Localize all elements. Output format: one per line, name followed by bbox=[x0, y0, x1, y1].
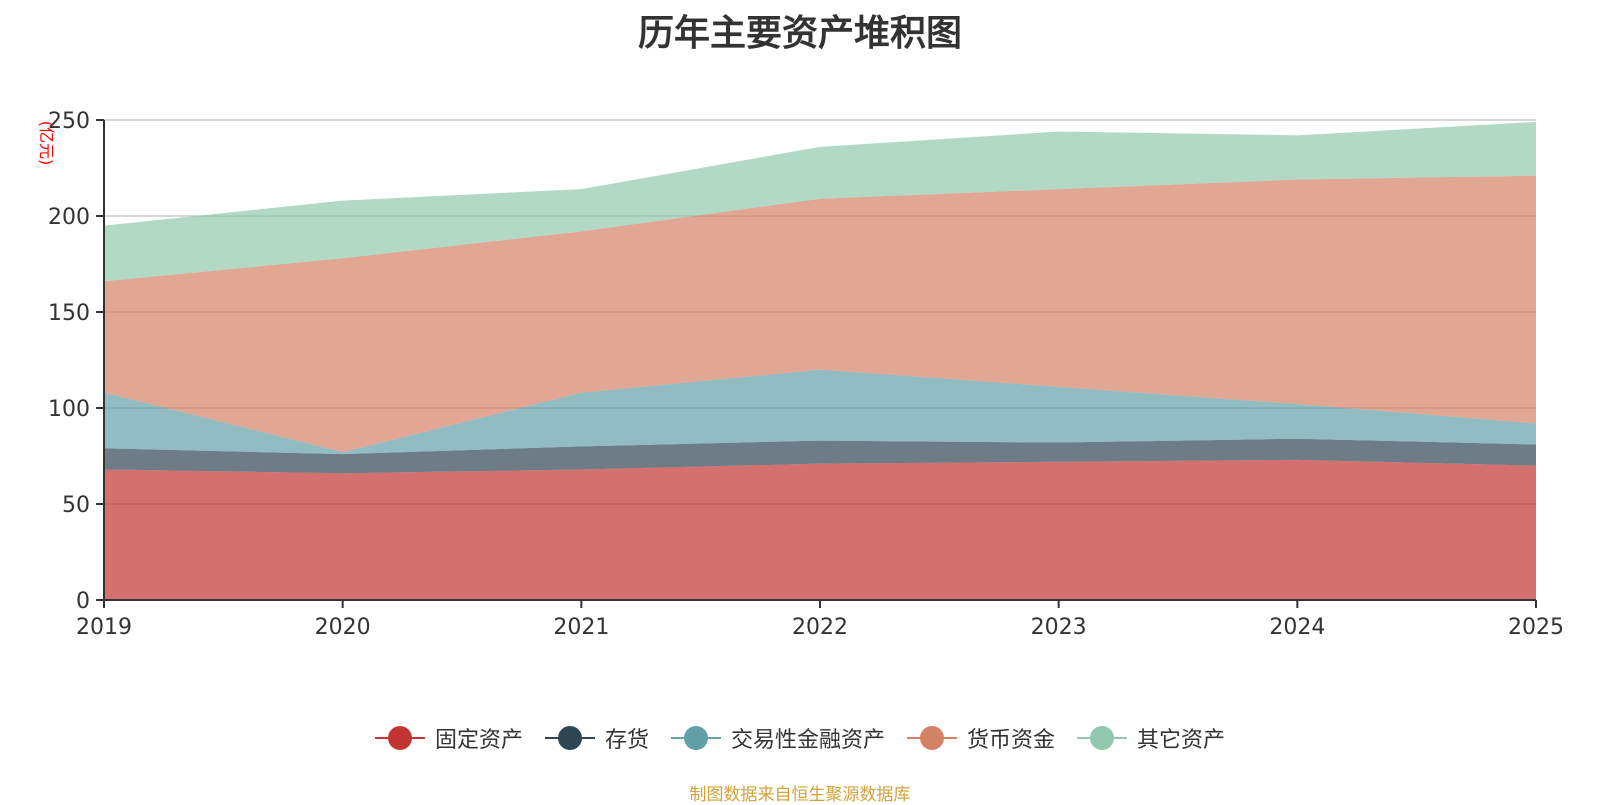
x-tick-label-2025: 2025 bbox=[1508, 615, 1564, 640]
area-3 bbox=[104, 369, 1536, 455]
legend-item-4[interactable]: 货币资金 bbox=[907, 722, 1055, 754]
area-series bbox=[104, 121, 1536, 600]
area-2 bbox=[104, 438, 1536, 474]
unit-label: (亿元) bbox=[37, 121, 56, 166]
source-note: 制图数据来自恒生聚源数据库 bbox=[689, 785, 911, 805]
y-tick-label-100: 100 bbox=[48, 397, 90, 422]
legend-marker-icon bbox=[544, 725, 595, 751]
legend-label: 其它资产 bbox=[1137, 728, 1226, 753]
legend: 固定资产 存货 交易性金融资产 货币资金 其它资产 bbox=[0, 720, 1600, 756]
legend-dot bbox=[683, 726, 708, 750]
x-tick-label-2020: 2020 bbox=[315, 615, 371, 640]
x-tick-label-2021: 2021 bbox=[553, 615, 609, 640]
legend-label: 交易性金融资产 bbox=[730, 728, 885, 753]
legend-item-3[interactable]: 交易性金融资产 bbox=[670, 722, 885, 754]
area-1 bbox=[104, 459, 1536, 600]
legend-dot bbox=[920, 726, 944, 750]
y-tick-label-200: 200 bbox=[48, 205, 90, 230]
legend-item-1[interactable]: 固定资产 bbox=[374, 722, 523, 754]
area-4 bbox=[104, 175, 1536, 453]
axes: 0 50 100 150 200 250 2019 2020 2021 2022 2023 2024 2… bbox=[48, 109, 1564, 640]
legend-dot bbox=[387, 726, 412, 750]
y-tick-label-0: 0 bbox=[76, 589, 90, 614]
y-tick-label-50: 50 bbox=[62, 493, 90, 518]
legend-dot bbox=[1090, 726, 1115, 750]
legend-label: 固定资产 bbox=[434, 728, 523, 753]
x-tick-label-2024: 2024 bbox=[1269, 615, 1325, 640]
y-tick-label-250: 250 bbox=[48, 109, 90, 134]
x-tick-label-2023: 2023 bbox=[1031, 615, 1087, 640]
area-5 bbox=[104, 121, 1536, 282]
legend-item-5[interactable]: 其它资产 bbox=[1077, 722, 1225, 754]
legend-marker-icon bbox=[1077, 725, 1128, 751]
legend-marker-icon bbox=[374, 725, 425, 751]
legend-dot bbox=[557, 726, 582, 750]
y-tick-label-150: 150 bbox=[48, 301, 90, 326]
legend-marker-icon bbox=[670, 725, 721, 751]
x-tick-label-2022: 2022 bbox=[792, 615, 848, 640]
legend-label: 存货 bbox=[604, 728, 649, 753]
legend-label: 货币资金 bbox=[967, 728, 1056, 753]
legend-marker-icon bbox=[907, 725, 957, 751]
legend-item-2[interactable]: 存货 bbox=[544, 722, 649, 754]
chart-title: 历年主要资产堆积图 bbox=[637, 13, 962, 54]
x-tick-label-2019: 2019 bbox=[76, 615, 132, 640]
